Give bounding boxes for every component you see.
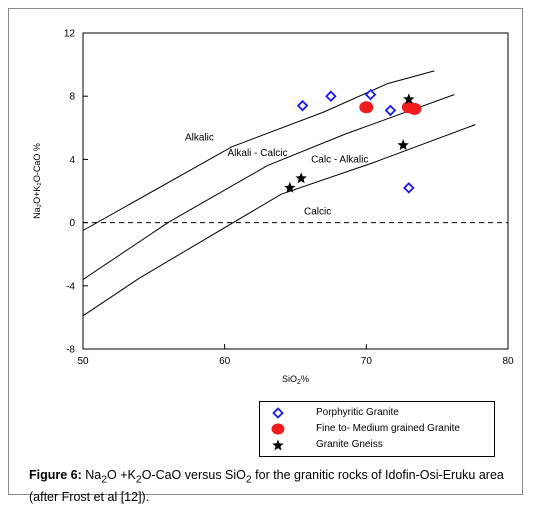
y-tick-label: -8 xyxy=(66,345,75,356)
y-tick-label: -4 xyxy=(66,281,75,292)
porphyritic-granite-point xyxy=(403,182,415,194)
fine-medium-granite-point xyxy=(359,101,374,114)
region-label: Calcic xyxy=(304,207,331,218)
diamond-marker-icon xyxy=(272,407,284,419)
boundary-lines xyxy=(82,70,476,317)
legend-item-granite-gneiss: Granite Gneiss xyxy=(260,438,494,452)
boundary-line-2 xyxy=(82,94,455,280)
granite-gneiss-point xyxy=(397,139,409,151)
figure-frame: Alkalic Alkali - Calcic Calc - Alkalic Calc… xyxy=(8,8,523,504)
plot-area-border xyxy=(82,32,509,350)
porphyritic-granite-point xyxy=(364,88,377,101)
y-tick-label: 8 xyxy=(69,92,75,103)
granite-gneiss-point xyxy=(403,93,415,105)
region-label: Alkalic xyxy=(185,132,214,143)
granite-gneiss-point xyxy=(295,172,307,184)
y-tick-label: 12 xyxy=(64,29,76,40)
region-label: Alkali - Calcic xyxy=(228,148,288,159)
circle-marker-icon xyxy=(271,423,285,435)
x-tick-label: 60 xyxy=(219,356,231,367)
fine-medium-granite-point xyxy=(407,102,422,115)
porphyritic-granite-point xyxy=(325,90,337,102)
star-marker-icon xyxy=(272,439,284,451)
legend-label: Fine to- Medium grained Granite xyxy=(316,423,460,434)
plot-axes xyxy=(82,32,509,350)
chart: Alkalic Alkali - Calcic Calc - Alkalic Calc… xyxy=(32,29,514,387)
boundary-line-1 xyxy=(82,70,435,231)
legend-item-fine-medium-granite: Fine to- Medium grained Granite xyxy=(260,422,494,436)
region-labels: Alkalic Alkali - Calcic Calc - Alkalic Calc… xyxy=(185,132,368,217)
data-points xyxy=(284,88,422,194)
porphyritic-granite-point xyxy=(296,99,309,112)
x-tick-label: 80 xyxy=(502,356,514,367)
x-axis-label: SiO2% xyxy=(282,374,309,386)
legend: Porphyritic Granite Fine to- Medium grai… xyxy=(259,401,495,457)
y-tick-label: 4 xyxy=(69,155,75,166)
x-tick-label: 50 xyxy=(77,356,89,367)
y-axis-label: Na₂O+K₂O-CaO % xyxy=(32,143,42,219)
x-tick-label: 70 xyxy=(361,356,373,367)
y-tick-label: 0 xyxy=(69,218,75,229)
legend-label: Granite Gneiss xyxy=(316,439,383,450)
granite-gneiss-point xyxy=(284,181,296,193)
tick-labels: 50 60 70 80 -8 -4 0 4 8 12 xyxy=(64,29,514,368)
legend-item-porphyritic-granite: Porphyritic Granite xyxy=(260,406,494,420)
legend-label: Porphyritic Granite xyxy=(316,407,399,418)
boundary-line-3 xyxy=(82,124,476,317)
region-label: Calc - Alkalic xyxy=(311,155,368,166)
figure-caption: Figure 6: Na2O +K2O-CaO versus SiO2 for … xyxy=(29,468,504,504)
porphyritic-granite-point xyxy=(384,104,397,117)
